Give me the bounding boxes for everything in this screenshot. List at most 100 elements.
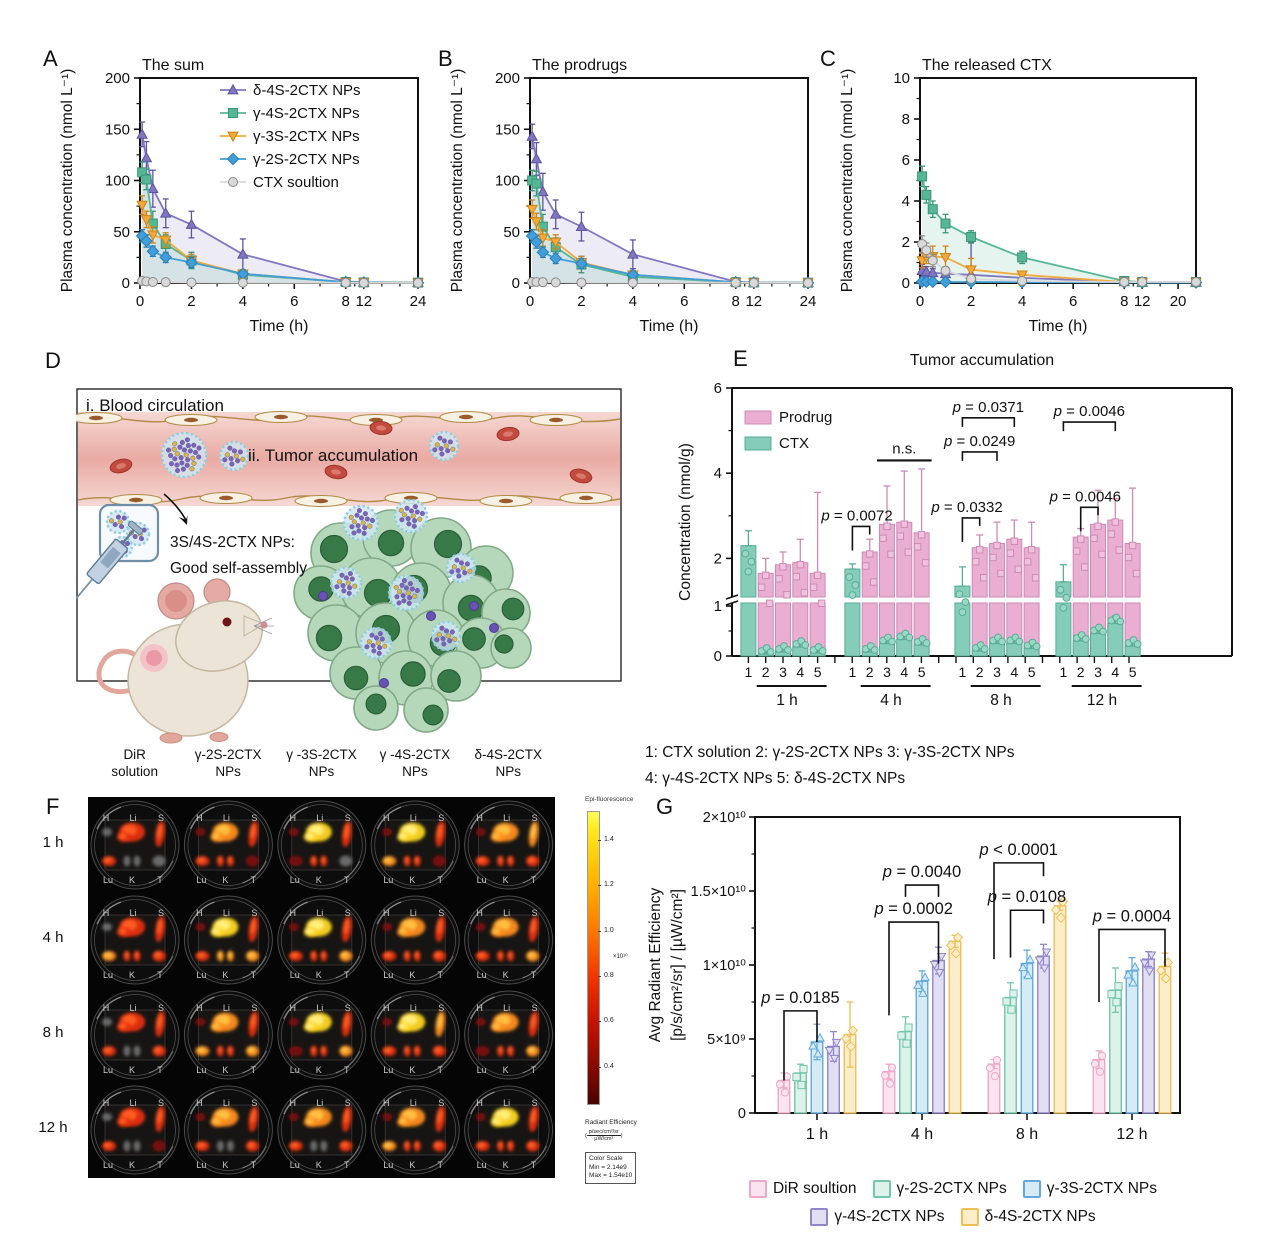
syringe-plunger <box>127 520 144 535</box>
scale-box-line3: Max = 1.54e10 <box>589 1172 633 1179</box>
bar-number-label: 1 <box>849 664 857 680</box>
np-spikes <box>387 574 425 612</box>
colorbar-tick <box>598 1067 601 1068</box>
organ-labels: H Li S Lu K T <box>103 813 164 885</box>
organ-labels: H Li S Lu K T <box>103 1098 164 1170</box>
prodrug-replicate <box>762 571 770 580</box>
organ-label-t: T <box>251 875 257 885</box>
replicate-marker <box>952 932 964 943</box>
np-subunit <box>108 518 114 524</box>
marker-triangle-up <box>227 83 239 95</box>
organ-label-h: H <box>103 813 110 823</box>
dish-highlight <box>96 806 122 830</box>
error-bar <box>993 521 1001 545</box>
organ-label-h: H <box>196 908 203 918</box>
organ-blob <box>133 950 141 962</box>
nanoparticle <box>430 620 462 652</box>
colorbar-tick <box>598 840 601 841</box>
organ-label-li: Li <box>223 1098 230 1108</box>
x-tick-label: 8 <box>1120 293 1128 310</box>
organ-dish: H Li S Lu K T <box>90 990 180 1080</box>
dish-highlight <box>96 1091 122 1115</box>
tumor-cell-nucleus <box>422 704 444 726</box>
marker-square <box>917 171 928 182</box>
organ-blob <box>475 1018 486 1026</box>
bar-number-label: 5 <box>1028 664 1036 680</box>
prodrug-replicate <box>1107 530 1116 538</box>
panel-e-caption: 1: CTX solution 2: γ-2S-2CTX NPs 3: γ-3S… <box>645 740 1265 792</box>
bar-number-label: 3 <box>883 664 891 680</box>
replicate-marker <box>780 1088 790 1097</box>
organ-column-header: DiR solution <box>88 746 181 780</box>
organ-label-li: Li <box>316 1003 323 1013</box>
np-subunit <box>401 578 407 584</box>
organ-label-lu: Lu <box>477 875 487 885</box>
organ-label-li: Li <box>223 908 230 918</box>
dish-highlight <box>335 955 361 979</box>
legend-item: DiR soultion <box>748 1180 857 1198</box>
organ-blob <box>245 950 259 962</box>
ctx-bar <box>1072 640 1089 657</box>
marker-circle <box>160 277 171 288</box>
dish-highlight <box>148 955 174 979</box>
organ-blob <box>102 1046 116 1056</box>
organ-blob <box>432 1140 446 1152</box>
organ-blob <box>490 927 505 937</box>
x-axis-label: Time (h) <box>1029 318 1088 335</box>
series-area <box>142 172 418 283</box>
np-subunit <box>456 573 462 579</box>
released-drug-dot <box>318 591 328 601</box>
organ-label-k: K <box>316 970 322 980</box>
y-tick-label: 0 <box>122 275 130 292</box>
error-bar <box>1129 487 1137 545</box>
p-value-label: p = 0.0371 <box>952 399 1024 416</box>
marker-triangle-up <box>147 182 159 194</box>
np-subunit <box>360 520 366 526</box>
petri-dish-rim <box>187 804 270 886</box>
organ-blob <box>102 951 116 961</box>
y-tick-label: 100 <box>495 173 520 190</box>
organ-label-lu: Lu <box>477 1065 487 1075</box>
diagram-step1-label: i. Blood circulation <box>86 396 224 415</box>
p-value-label: p = 0.0002 <box>874 900 953 918</box>
dish-highlight <box>283 806 309 830</box>
dish-highlight <box>283 996 309 1020</box>
y-tick-label: 1 <box>714 598 722 615</box>
np-subunit <box>406 521 412 527</box>
np-subunit <box>458 560 464 566</box>
x-tick-label: 8 <box>732 293 740 310</box>
series-CTX soultion <box>917 235 1201 287</box>
marker-circle <box>340 277 351 288</box>
organ-blob <box>432 1045 446 1057</box>
released-drug-dot <box>489 623 499 633</box>
organ-label-t: T <box>437 1160 443 1170</box>
colorbar-tick <box>598 885 601 886</box>
colorbar-tick <box>598 1021 601 1022</box>
bar-number-label: 2 <box>1077 664 1085 680</box>
replicate-marker <box>1160 973 1172 984</box>
organ-blob <box>475 1141 490 1151</box>
ctx-bar-lower <box>844 602 861 657</box>
replicate-marker <box>1002 997 1011 1006</box>
organ-blob <box>528 916 539 942</box>
organ-label-k: K <box>222 970 228 980</box>
p-value-label: p = 0.0072 <box>820 507 892 524</box>
organ-blob <box>195 1046 210 1056</box>
panel-label-g: G <box>656 794 674 819</box>
cell-nucleus <box>219 495 233 501</box>
colorbar-footer-title: Radiant Efficiency <box>585 1119 637 1126</box>
tumor-site-core <box>146 650 162 666</box>
np-subunit <box>174 462 180 468</box>
organ-blob <box>403 1140 411 1152</box>
chart-title: Tumor accumulation <box>910 352 1054 369</box>
legend-swatch <box>1022 1180 1041 1198</box>
replicate-marker <box>799 1064 808 1074</box>
organ-blob <box>210 1022 225 1032</box>
marker-circle <box>730 277 741 288</box>
organ-blob <box>403 855 411 867</box>
organ-label-li: Li <box>316 1098 323 1108</box>
organ-label-k: K <box>503 970 509 980</box>
organ-label-t: T <box>251 1065 257 1075</box>
dish-highlight <box>189 806 215 830</box>
organ-dish: H Li S Lu K T <box>183 895 273 985</box>
